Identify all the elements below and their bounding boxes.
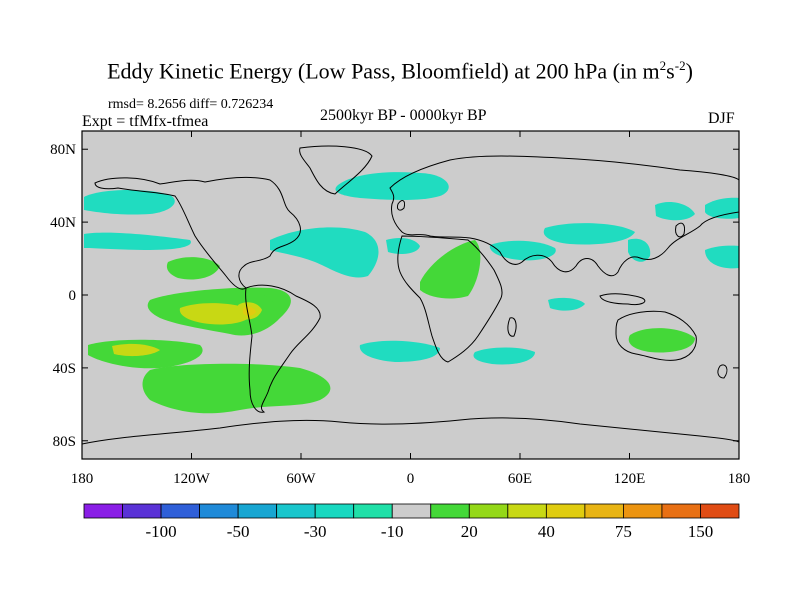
anomaly-indian-tropical	[548, 297, 585, 311]
anomaly-tropical-pacific-north	[166, 257, 220, 280]
colorbar-swatch	[237, 503, 278, 519]
colorbar-swatch	[468, 503, 509, 519]
coast-south-america	[245, 284, 321, 413]
colorbar-swatch	[391, 503, 432, 519]
y-tick-label: 80S	[53, 434, 76, 450]
coastlines	[82, 145, 739, 445]
colorbar-label: 20	[461, 522, 478, 541]
negative-anomaly-layer	[84, 172, 739, 365]
y-tick-label: 80N	[50, 142, 76, 158]
experiment-label: Expt = tfMfx-tfmea	[82, 113, 209, 130]
colorbar-swatch	[353, 503, 393, 519]
period-label: 2500kyr BP - 0000kyr BP	[320, 107, 487, 124]
colorbar-swatch	[623, 503, 663, 519]
anomaly-japan	[655, 201, 695, 221]
colorbar-swatch	[584, 503, 624, 519]
anomaly-pacific-band	[84, 232, 191, 250]
coast-indonesia	[599, 293, 646, 305]
anomaly-north-pacific-west	[84, 189, 175, 215]
anomaly-peru-core	[179, 303, 255, 325]
colorbar-swatch	[507, 503, 547, 519]
y-axis: 80N 40N 0 40S 80S	[50, 142, 739, 450]
colorbar-swatch	[160, 503, 200, 519]
anomaly-se-pacific	[142, 363, 331, 414]
x-tick-label: 120E	[614, 471, 646, 487]
colorbar-swatch	[314, 503, 355, 519]
colorbar-swatch	[661, 503, 701, 519]
anomaly-south-pacific-core	[112, 343, 160, 357]
y-tick-label: 0	[69, 288, 77, 304]
x-tick-label: 180	[728, 471, 751, 487]
x-axis: 180 120W 60W 0 60E 120E 180	[71, 131, 751, 487]
anomaly-sahara	[420, 240, 481, 299]
colorbar-swatch	[276, 503, 316, 519]
colorbar-label: 40	[538, 522, 555, 541]
y-tick-label: 40N	[50, 215, 76, 231]
anomaly-south-indian	[473, 347, 535, 365]
anomaly-west-atlantic	[270, 227, 379, 278]
coast-japan	[675, 222, 685, 238]
anomaly-australia	[628, 328, 695, 353]
colorbar-label: -30	[304, 522, 327, 541]
colorbar-swatch	[199, 503, 239, 519]
x-tick-label: 60W	[286, 471, 316, 487]
coast-greenland	[299, 145, 373, 195]
colorbar-swatch	[122, 503, 162, 519]
chart-title: Eddy Kinetic Energy (Low Pass, Bloomfiel…	[107, 58, 693, 84]
x-tick-label: 0	[407, 471, 415, 487]
colorbar-swatch	[700, 503, 740, 519]
season-label: DJF	[708, 110, 735, 127]
colorbar: -100 -50 -30 -10 20 40 75 150	[83, 503, 740, 541]
colorbar-swatch	[430, 503, 470, 519]
coast-new-zealand	[717, 364, 728, 379]
colorbar-swatch	[83, 503, 123, 519]
coast-uk	[397, 200, 405, 211]
colorbar-label: -50	[227, 522, 250, 541]
colorbar-label: 75	[615, 522, 632, 541]
coast-australia	[615, 310, 697, 361]
coast-madagascar	[507, 317, 517, 337]
x-tick-label: 180	[71, 471, 94, 487]
anomaly-south-atlantic	[359, 340, 440, 362]
x-tick-label: 60E	[508, 471, 532, 487]
stats-label: rmsd= 8.2656 diff= 0.726234	[108, 97, 274, 112]
coast-north-america	[94, 176, 301, 290]
colorbar-label: 150	[688, 522, 714, 541]
y-tick-label: 40S	[53, 361, 76, 377]
x-tick-label: 120W	[173, 471, 211, 487]
coast-antarctica	[82, 417, 739, 445]
peak-positive-layer	[243, 306, 256, 316]
coast-africa	[397, 235, 503, 363]
colorbar-label: -100	[145, 522, 176, 541]
anomaly-canaries	[386, 238, 420, 254]
coast-eurasia	[389, 155, 739, 277]
colorbar-label: -10	[381, 522, 404, 541]
anomaly-east-asia	[628, 238, 651, 262]
anomaly-peru-max	[243, 306, 256, 316]
anomaly-tibet	[543, 223, 635, 245]
colorbar-swatch	[545, 503, 586, 519]
anomaly-east-pacific-north	[705, 245, 739, 269]
